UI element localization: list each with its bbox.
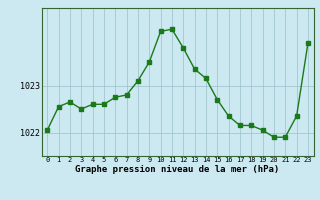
Text: 1024: 1024 (3, 0, 23, 2)
X-axis label: Graphe pression niveau de la mer (hPa): Graphe pression niveau de la mer (hPa) (76, 165, 280, 174)
